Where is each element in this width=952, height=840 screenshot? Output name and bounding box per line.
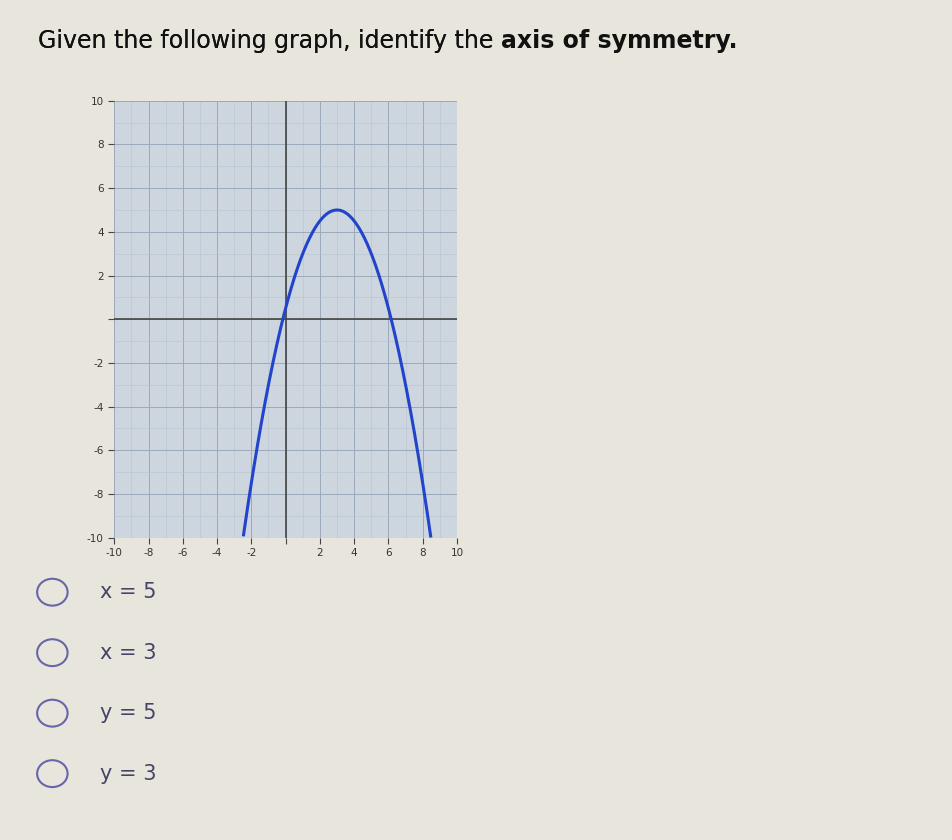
Text: y = 5: y = 5 — [100, 703, 156, 723]
Text: x = 3: x = 3 — [100, 643, 156, 663]
Text: Given the following graph, identify the: Given the following graph, identify the — [38, 29, 501, 54]
Text: axis of symmetry.: axis of symmetry. — [501, 29, 738, 54]
Text: y = 3: y = 3 — [100, 764, 156, 784]
Text: Given the following graph, identify the: Given the following graph, identify the — [38, 29, 501, 54]
Text: x = 5: x = 5 — [100, 582, 156, 602]
